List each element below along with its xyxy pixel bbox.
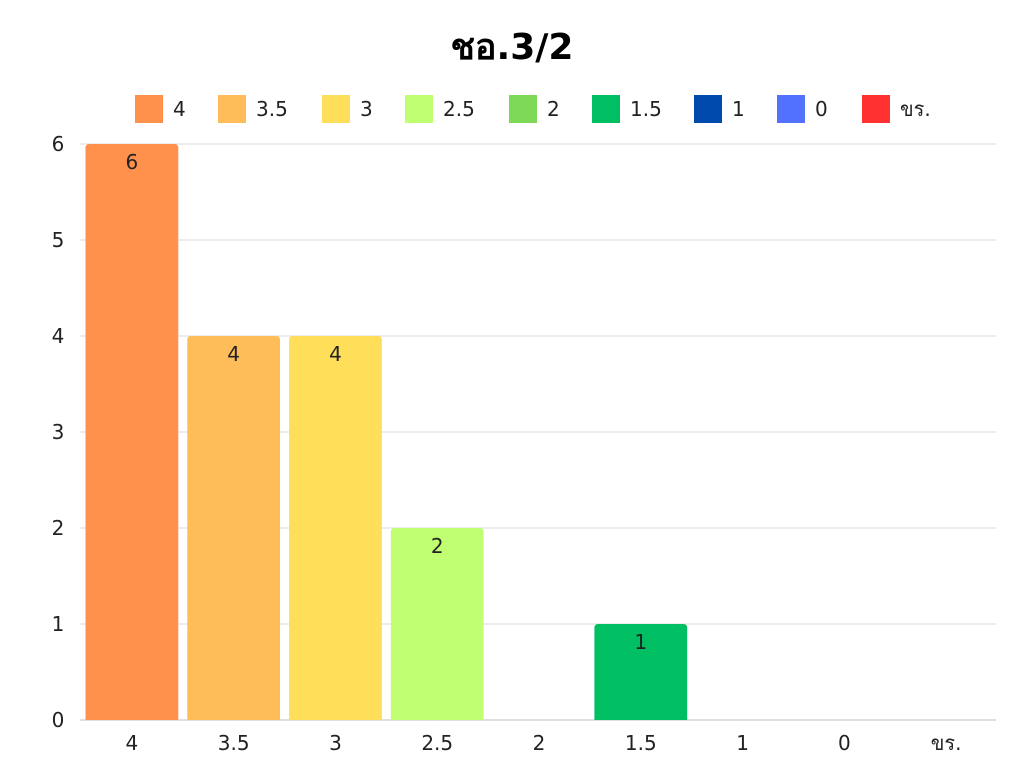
legend-item: 1 <box>694 94 745 124</box>
legend-swatch <box>777 95 805 123</box>
legend-swatch <box>135 95 163 123</box>
legend-swatch <box>322 95 350 123</box>
legend-item: 2 <box>509 94 560 124</box>
legend-label: 1.5 <box>630 97 662 121</box>
x-tick-label: ขร. <box>931 731 962 755</box>
x-tick-label: 3 <box>329 731 342 755</box>
legend-label: 1 <box>732 97 745 121</box>
legend-label: 0 <box>815 97 828 121</box>
legend-item: 3.5 <box>218 94 288 124</box>
legend-item: 2.5 <box>405 94 475 124</box>
x-tick-label: 2 <box>533 731 546 755</box>
x-tick-label: 0 <box>838 731 851 755</box>
legend-label: 2 <box>547 97 560 121</box>
legend-label: 4 <box>173 97 186 121</box>
legend-item: 4 <box>135 94 186 124</box>
data-label: 4 <box>329 342 342 366</box>
legend-swatch <box>405 95 433 123</box>
x-tick-label: 3.5 <box>218 731 250 755</box>
y-tick-label: 0 <box>52 708 65 732</box>
y-tick-label: 2 <box>52 516 65 540</box>
y-tick-label: 1 <box>52 612 65 636</box>
legend-label: 2.5 <box>443 97 475 121</box>
y-tick-label: 3 <box>52 420 65 444</box>
bar <box>85 144 179 720</box>
legend-item: 0 <box>777 94 828 124</box>
legend-swatch <box>509 95 537 123</box>
legend-swatch <box>862 95 890 123</box>
legend-swatch <box>694 95 722 123</box>
legend-swatch <box>592 95 620 123</box>
chart-title: ชอ.3/2 <box>450 27 574 68</box>
legend-label: ขร. <box>900 97 931 121</box>
legend-label: 3.5 <box>256 97 288 121</box>
data-label: 6 <box>126 150 139 174</box>
y-tick-label: 4 <box>52 324 65 348</box>
bar <box>594 624 688 720</box>
data-label: 2 <box>431 534 444 558</box>
y-tick-label: 5 <box>52 228 65 252</box>
legend-label: 3 <box>360 97 373 121</box>
data-label: 1 <box>634 630 647 654</box>
legend-item: 1.5 <box>592 94 662 124</box>
bar <box>289 336 382 720</box>
legend-item: 3 <box>322 94 373 124</box>
x-tick-label: 4 <box>126 731 139 755</box>
legend: 4 3.5 3 2.5 2 1.5 1 0 ขร. <box>0 94 1024 128</box>
bar <box>187 336 281 720</box>
legend-swatch <box>218 95 246 123</box>
y-tick-label: 6 <box>52 132 65 156</box>
data-label: 4 <box>227 342 240 366</box>
legend-item: ขร. <box>862 94 931 124</box>
x-tick-label: 1 <box>736 731 749 755</box>
x-tick-label: 2.5 <box>421 731 453 755</box>
x-tick-label: 1.5 <box>625 731 657 755</box>
bar <box>390 528 484 720</box>
